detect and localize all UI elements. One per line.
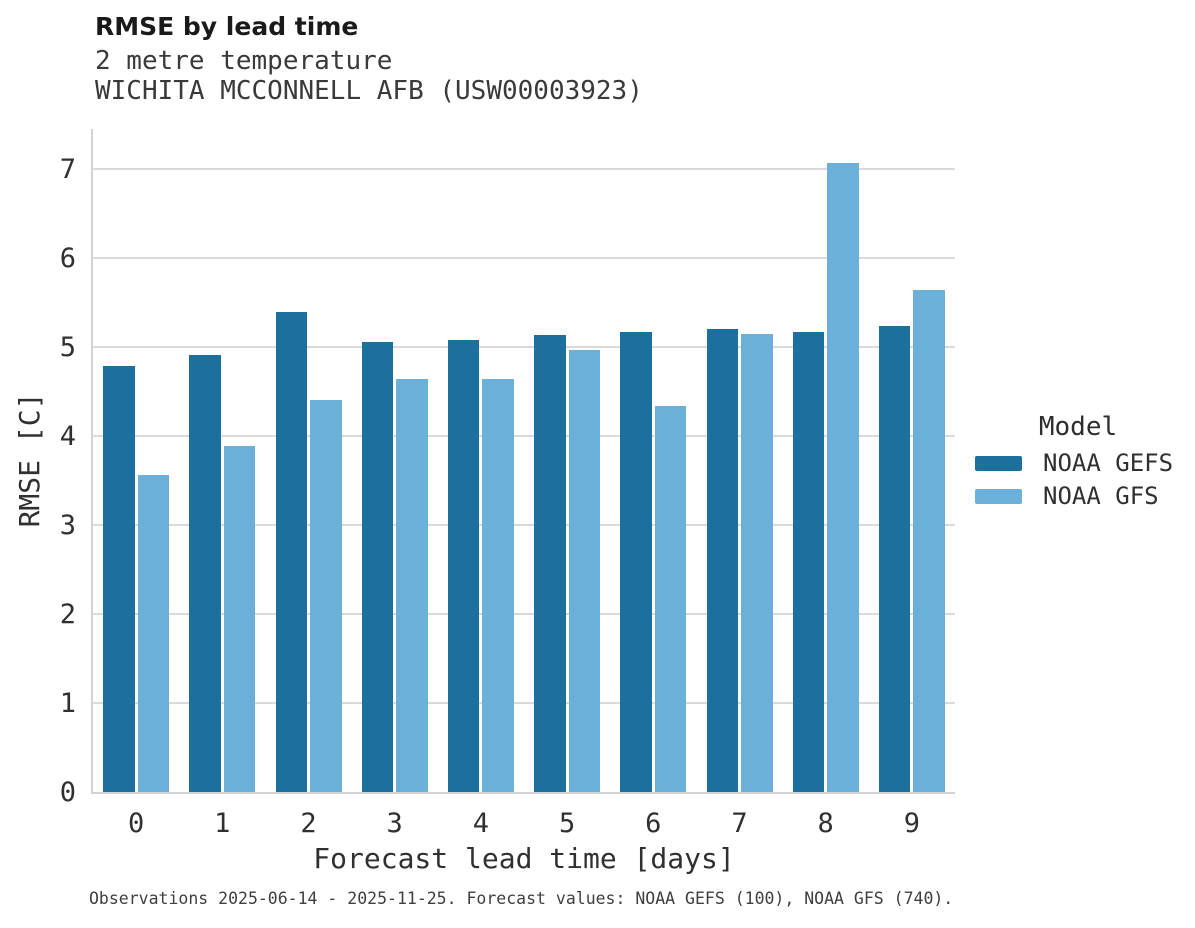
- bar-noaa-gefs-lead-5: [534, 335, 566, 792]
- x-tick-label-8: 8: [817, 808, 834, 839]
- x-tick-label-0: 0: [127, 808, 145, 839]
- y-tick-label-2: 2: [59, 599, 76, 630]
- gridline-y-6: [93, 257, 955, 260]
- legend-title: Model: [1038, 412, 1118, 442]
- bar-noaa-gefs-lead-3: [361, 341, 394, 792]
- x-tick-label-7: 7: [731, 808, 748, 839]
- y-tick-label-5: 5: [59, 332, 76, 364]
- gridline-y-7: [93, 168, 955, 171]
- gridline-y-2: [93, 613, 955, 615]
- y-tick-label-0: 0: [59, 777, 76, 808]
- bar-noaa-gefs-lead-0: [103, 365, 135, 792]
- x-tick-label-3: 3: [386, 808, 403, 839]
- y-axis-spine: [91, 129, 93, 794]
- bar-noaa-gefs-lead-6: [620, 331, 652, 792]
- bar-noaa-gefs-lead-2: [275, 312, 307, 792]
- bar-noaa-gfs-lead-8: [827, 162, 859, 792]
- y-axis-title: RMSE [C]: [13, 392, 46, 528]
- bar-noaa-gefs-lead-9: [878, 325, 911, 792]
- x-tick-label-5: 5: [558, 808, 576, 839]
- y-tick-label-3: 3: [59, 510, 76, 542]
- gridline-y-1: [93, 702, 955, 704]
- x-tick-label-4: 4: [472, 808, 490, 839]
- chart-subtitle-variable: 2 metre temperature: [95, 46, 393, 76]
- x-tick-label-2: 2: [300, 808, 317, 839]
- legend-entry-noaa-gfs: NOAA GFS: [972, 482, 1184, 510]
- legend-swatch-noaa-gefs: [975, 455, 1022, 471]
- x-tick-label-6: 6: [645, 808, 662, 839]
- legend-label-noaa-gefs: NOAA GEFS: [1043, 449, 1174, 477]
- bar-noaa-gefs-lead-8: [792, 331, 825, 792]
- bar-noaa-gfs-lead-1: [223, 445, 256, 792]
- bar-noaa-gefs-lead-1: [189, 355, 221, 792]
- y-tick-label-7: 7: [59, 154, 76, 186]
- x-axis-spine: [91, 791, 955, 794]
- x-tick-label-1: 1: [214, 808, 231, 839]
- legend-swatch-noaa-gfs: [975, 488, 1022, 504]
- y-tick-label-4: 4: [59, 421, 76, 453]
- bar-noaa-gfs-lead-0: [137, 475, 170, 792]
- gridline-y-4: [93, 435, 955, 438]
- x-axis-title: Forecast lead time [days]: [313, 842, 735, 875]
- bar-noaa-gfs-lead-9: [913, 290, 945, 792]
- bar-noaa-gfs-lead-5: [568, 349, 601, 792]
- legend-entry-noaa-gefs: NOAA GEFS: [972, 449, 1184, 477]
- bar-noaa-gfs-lead-3: [396, 379, 428, 792]
- gridline-y-3: [93, 524, 955, 527]
- bar-noaa-gfs-lead-4: [482, 379, 514, 792]
- bar-noaa-gfs-lead-6: [654, 405, 687, 792]
- bar-noaa-gefs-lead-7: [706, 329, 738, 792]
- legend-label-noaa-gfs: NOAA GFS: [1043, 482, 1159, 510]
- bar-noaa-gfs-lead-7: [741, 333, 773, 792]
- bar-noaa-gefs-lead-4: [447, 339, 480, 792]
- y-tick-label-1: 1: [59, 688, 76, 719]
- x-tick-label-9: 9: [903, 808, 921, 839]
- legend: Model NOAA GEFS NOAA GFS: [972, 412, 1184, 518]
- y-tick-label-6: 6: [59, 243, 76, 275]
- caption: Observations 2025-06-14 - 2025-11-25. Fo…: [89, 889, 954, 908]
- bar-noaa-gfs-lead-2: [310, 400, 342, 792]
- gridline-y-5: [93, 346, 955, 349]
- chart-title: RMSE by lead time: [95, 12, 359, 41]
- chart-subtitle-station: WICHITA MCCONNELL AFB (USW00003923): [95, 76, 643, 106]
